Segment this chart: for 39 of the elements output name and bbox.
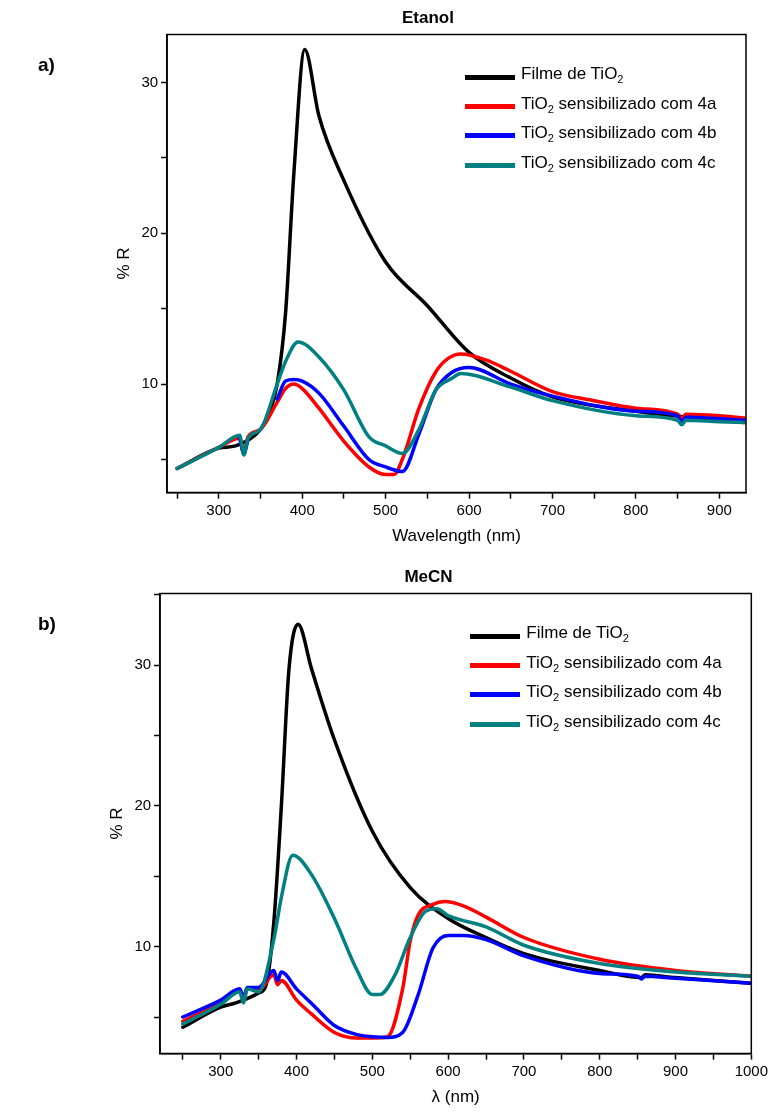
x-tick-label: 300 bbox=[206, 500, 232, 518]
x-tick-label: 1000 bbox=[734, 1061, 768, 1079]
legend-label: TiO$_{2}$ sensibilizado com 4b bbox=[521, 122, 717, 147]
x-tick-label: 900 bbox=[663, 1061, 689, 1079]
legend-label: TiO$_{2}$ sensibilizado com 4b bbox=[526, 681, 722, 706]
x-tick-label: 500 bbox=[373, 500, 399, 518]
text: b) bbox=[38, 613, 56, 636]
line-series bbox=[181, 853, 752, 1026]
legend-label: TiO$_{2}$ sensibilizado com 4c bbox=[526, 710, 721, 735]
line-series bbox=[181, 933, 752, 1040]
x-axis-title: Wavelength (nm) bbox=[392, 526, 521, 546]
y-tick-label: 10 bbox=[134, 936, 152, 954]
y-tick-label: 30 bbox=[134, 655, 152, 673]
chart-title: Etanol bbox=[402, 7, 454, 27]
x-tick-label: 600 bbox=[456, 500, 482, 518]
legend-label: TiO$_{2}$ sensibilizado com 4c bbox=[521, 151, 716, 176]
x-tick-label: 400 bbox=[289, 500, 315, 518]
y-axis-title: % R bbox=[113, 247, 133, 280]
legend-label: TiO$_{2}$ sensibilizado com 4a bbox=[526, 651, 722, 677]
legend-label: Filme de TiO$_{2}$ bbox=[526, 622, 629, 647]
text: a) bbox=[38, 54, 55, 77]
legend-label: TiO$_{2}$ sensibilizado com 4a bbox=[521, 92, 717, 118]
x-tick-label: 500 bbox=[359, 1061, 385, 1079]
x-axis-title: λ (nm) bbox=[431, 1087, 480, 1107]
x-tick-label: 700 bbox=[511, 1061, 537, 1079]
y-tick-label: 20 bbox=[141, 223, 159, 241]
y-tick-label: 20 bbox=[134, 796, 152, 814]
y-tick-label: 30 bbox=[141, 72, 159, 90]
x-tick-label: 700 bbox=[539, 500, 565, 518]
x-tick-label: 300 bbox=[208, 1061, 234, 1079]
legend-label: Filme de TiO$_{2}$ bbox=[521, 63, 624, 88]
x-tick-label: 800 bbox=[623, 500, 649, 518]
x-tick-label: 900 bbox=[706, 500, 732, 518]
chart-title: MeCN bbox=[404, 566, 453, 586]
y-tick-label: 10 bbox=[141, 374, 159, 392]
y-axis-title: % R bbox=[106, 807, 126, 840]
x-tick-label: 800 bbox=[587, 1061, 613, 1079]
x-tick-label: 600 bbox=[435, 1061, 461, 1079]
x-tick-label: 400 bbox=[284, 1061, 310, 1079]
